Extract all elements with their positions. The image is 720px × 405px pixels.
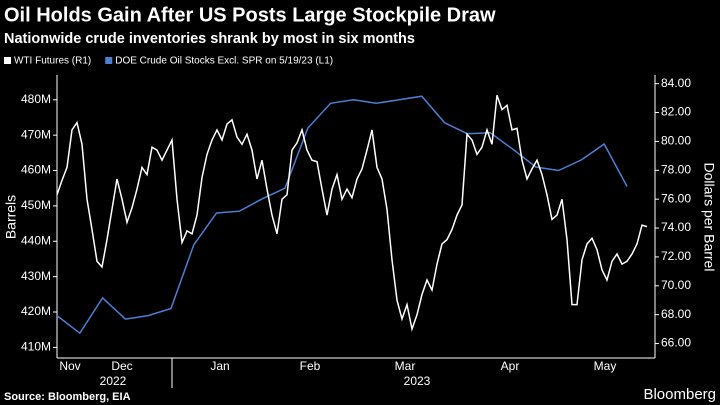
y2-tick-label: 68.00 <box>661 307 691 321</box>
y2-tick-label: 70.00 <box>661 278 691 292</box>
x-tick-label: Feb <box>300 359 321 373</box>
y-tick-label: 480M <box>21 92 51 106</box>
chart-subtitle: Nationwide crude inventories shrank by m… <box>4 31 415 47</box>
legend-label: DOE Crude Oil Stocks Excl. SPR on 5/19/2… <box>115 56 333 67</box>
y2-tick-label: 66.00 <box>661 336 691 350</box>
x-tick-label: Apr <box>501 359 520 373</box>
source-note: Source: Bloomberg, EIA <box>4 391 131 403</box>
y-tick-label: 420M <box>21 304 51 318</box>
y-tick-label: 440M <box>21 233 51 247</box>
x-tick-label: Jan <box>210 359 229 373</box>
y2-tick-label: 74.00 <box>661 220 691 234</box>
y2-tick-label: 72.00 <box>661 249 691 263</box>
year-label: 2022 <box>100 374 127 388</box>
y-axis-title: Barrels <box>3 195 19 239</box>
legend-label: WTI Futures (R1) <box>14 56 91 67</box>
series-line <box>56 94 648 332</box>
y2-axis-title: Dollars per Barrel <box>701 163 717 272</box>
y2-tick-label: 78.00 <box>661 162 691 176</box>
series-line <box>56 95 628 335</box>
y-tick-label: 460M <box>21 163 51 177</box>
y-tick-label: 430M <box>21 269 51 283</box>
x-tick-label: Nov <box>59 359 80 373</box>
year-label: 2023 <box>404 374 431 388</box>
x-tick-label: Mar <box>395 359 416 373</box>
y2-tick-label: 82.00 <box>661 105 691 119</box>
y-tick-label: 450M <box>21 198 51 212</box>
x-tick-label: Dec <box>111 359 132 373</box>
y2-tick-label: 80.00 <box>661 134 691 148</box>
x-tick-label: May <box>594 359 617 373</box>
y-tick-label: 410M <box>21 340 51 354</box>
y2-tick-label: 76.00 <box>661 191 691 205</box>
legend-swatch <box>105 57 113 64</box>
legend-swatch <box>4 57 11 64</box>
y2-tick-label: 84.00 <box>661 76 691 90</box>
chart-title: Oil Holds Gain After US Posts Large Stoc… <box>4 4 496 26</box>
y-tick-label: 470M <box>21 127 51 141</box>
brand-logo: Bloomberg <box>643 386 716 403</box>
